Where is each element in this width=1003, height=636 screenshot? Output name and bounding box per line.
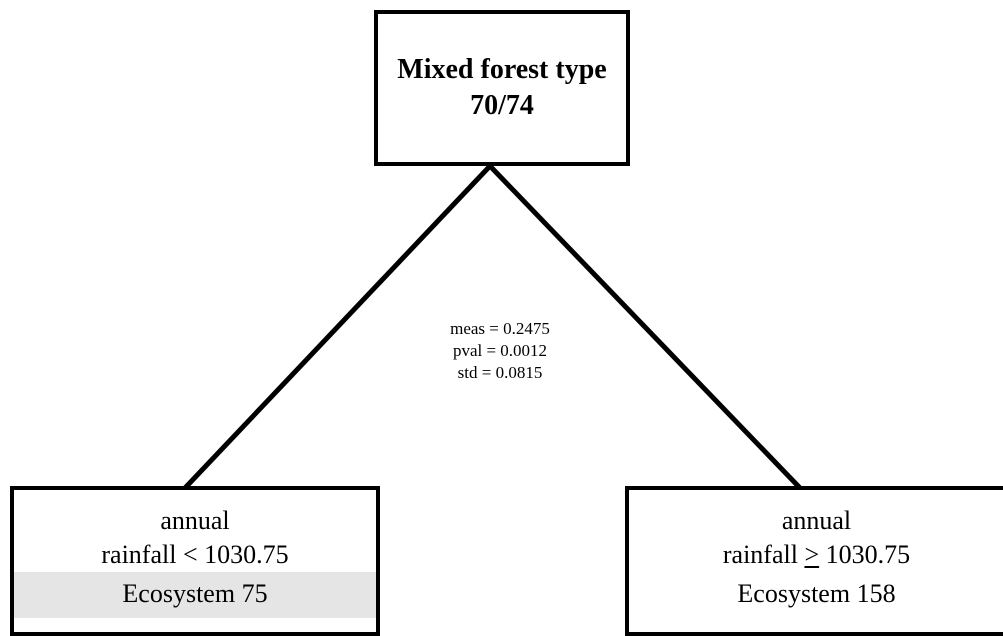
- split-meas: meas = 0.2475: [450, 319, 550, 338]
- root-node-label: Mixed forest type: [397, 54, 607, 85]
- left-leaf-condition-line2: rainfall < 1030.75: [101, 540, 289, 569]
- tree-edges: [183, 164, 802, 490]
- left-leaf-condition-line1: annual: [160, 506, 230, 535]
- right-leaf-ecosystem: Ecosystem 158: [737, 579, 896, 608]
- left-leaf-ecosystem: Ecosystem 75: [14, 572, 376, 618]
- root-node-count: 70/74: [470, 90, 534, 121]
- right-leaf-condition-value: 1030.75: [819, 540, 911, 569]
- split-pval: pval = 0.0012: [452, 341, 548, 360]
- greater-or-equal-operator: >: [804, 540, 820, 569]
- right-leaf-condition-prefix: rainfall: [722, 540, 805, 569]
- left-leaf-node: annual rainfall < 1030.75 Ecosystem 75: [10, 486, 380, 636]
- split-std: std = 0.0815: [457, 363, 543, 382]
- right-leaf-condition-line2: rainfall > 1030.75: [629, 538, 1003, 572]
- edge-root-left: [183, 164, 492, 490]
- root-node: Mixed forest type 70/74: [374, 10, 630, 166]
- edge-root-right: [488, 164, 802, 490]
- right-leaf-node: annual rainfall > 1030.75 Ecosystem 158: [625, 486, 1003, 636]
- split-statistics: meas = 0.2475 pval = 0.0012 std = 0.0815: [420, 318, 580, 384]
- right-leaf-condition-line1: annual: [781, 506, 852, 535]
